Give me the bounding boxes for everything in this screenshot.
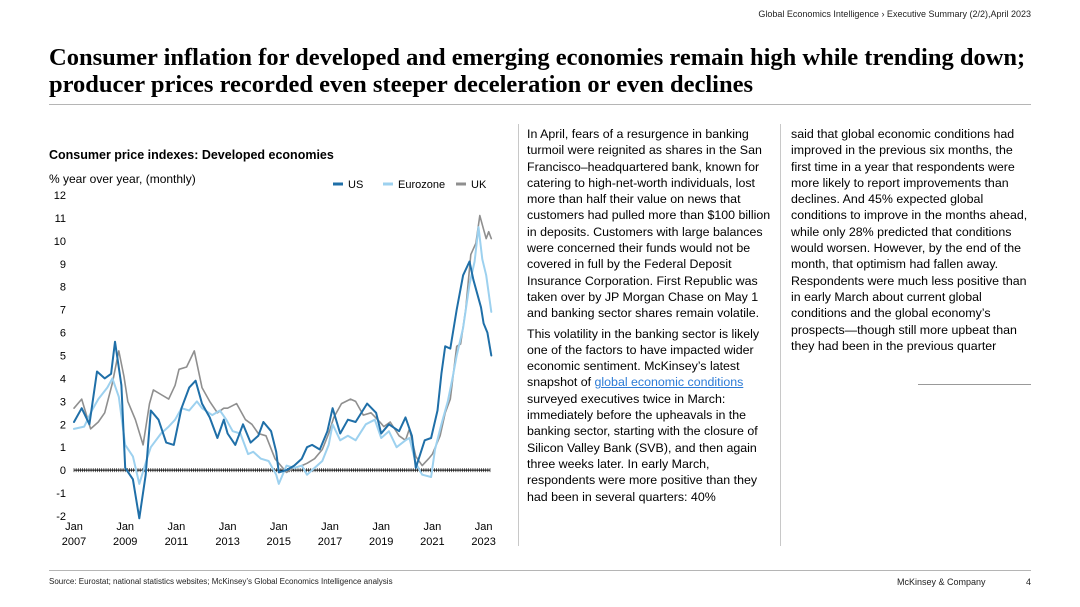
x-tick-label-year: 2023 <box>471 536 495 548</box>
y-axis-label: % year over year, (monthly) <box>49 172 196 186</box>
x-tick-label-month: Jan <box>65 521 83 533</box>
legend-label-uk: UK <box>471 179 487 191</box>
x-tick-label-year: 2017 <box>318 536 342 548</box>
chart-title: Consumer price indexes: Developed econom… <box>49 148 334 162</box>
column-divider <box>518 124 519 546</box>
paragraph-volatility: This volatility in the banking sector is… <box>527 326 772 505</box>
x-tick-label-month: Jan <box>321 521 339 533</box>
paragraph-text: surveyed executives twice in March: imme… <box>527 391 758 504</box>
y-tick-label: 1 <box>60 442 66 454</box>
text-column-1: In April, fears of a resurgence in banki… <box>527 126 772 509</box>
legend: US Eurozone UK <box>333 179 487 191</box>
series-lines <box>73 214 493 520</box>
x-tick-label-month: Jan <box>168 521 186 533</box>
page-number: 4 <box>1026 577 1032 587</box>
brand-name: McKinsey & Company <box>897 577 986 587</box>
y-tick-label: 9 <box>60 259 66 271</box>
x-tick-label-month: Jan <box>424 521 442 533</box>
y-tick-label: 8 <box>60 282 66 294</box>
series-line-uk <box>73 214 493 474</box>
column-divider <box>780 124 781 546</box>
text-column-2: said that global economic conditions had… <box>791 126 1036 358</box>
x-tick-label-year: 2009 <box>113 536 137 548</box>
y-tick-label: -2 <box>56 511 66 523</box>
paragraph-sentiment: said that global economic conditions had… <box>791 127 1028 353</box>
paragraph-text: This volatility in the banking sector is… <box>527 326 760 390</box>
footer-divider <box>49 570 1031 571</box>
x-tick-label-year: 2007 <box>62 536 86 548</box>
end-rule <box>918 384 1031 385</box>
page-title: Consumer inflation for developed and eme… <box>49 44 1026 98</box>
source-note: Source: Eurostat; national statistics we… <box>49 577 393 586</box>
x-tick-label-year: 2015 <box>267 536 291 548</box>
y-tick-label: 0 <box>60 465 66 477</box>
y-tick-label: 11 <box>55 213 66 225</box>
legend-label-us: US <box>348 179 363 191</box>
x-tick-label-month: Jan <box>219 521 237 533</box>
breadcrumb: Global Economics Intelligence › Executiv… <box>758 9 1031 19</box>
y-tick-label: 2 <box>60 419 66 431</box>
y-tick-label: 10 <box>54 236 66 248</box>
y-tick-label: 12 <box>54 190 66 202</box>
x-tick-label-year: 2019 <box>369 536 393 548</box>
y-tick-label: 5 <box>60 351 66 363</box>
x-tick-label-month: Jan <box>116 521 134 533</box>
x-tick-label-year: 2013 <box>215 536 239 548</box>
y-tick-label: 3 <box>60 396 66 408</box>
paragraph-banking-turmoil: In April, fears of a resurgence in banki… <box>527 127 771 321</box>
x-tick-label-year: 2021 <box>420 536 444 548</box>
series-line-eurozone <box>73 226 493 485</box>
series-line-us <box>73 260 493 520</box>
y-tick-label: 7 <box>60 305 66 317</box>
global-economic-conditions-link[interactable]: global economic conditions <box>594 375 744 390</box>
legend-label-eurozone: Eurozone <box>398 179 445 191</box>
x-tick-label-month: Jan <box>270 521 288 533</box>
y-tick-label: 6 <box>60 328 66 340</box>
x-tick-label-month: Jan <box>475 521 493 533</box>
y-tick-label: -1 <box>56 488 66 500</box>
title-divider <box>49 104 1031 105</box>
x-tick-label-month: Jan <box>372 521 390 533</box>
y-tick-label: 4 <box>60 373 66 385</box>
x-axis-labels: Jan 2007 Jan 2009 Jan 2011 Jan 2013 Jan 2015 Jan 20… <box>62 521 496 548</box>
x-tick-label-year: 2011 <box>165 536 189 548</box>
